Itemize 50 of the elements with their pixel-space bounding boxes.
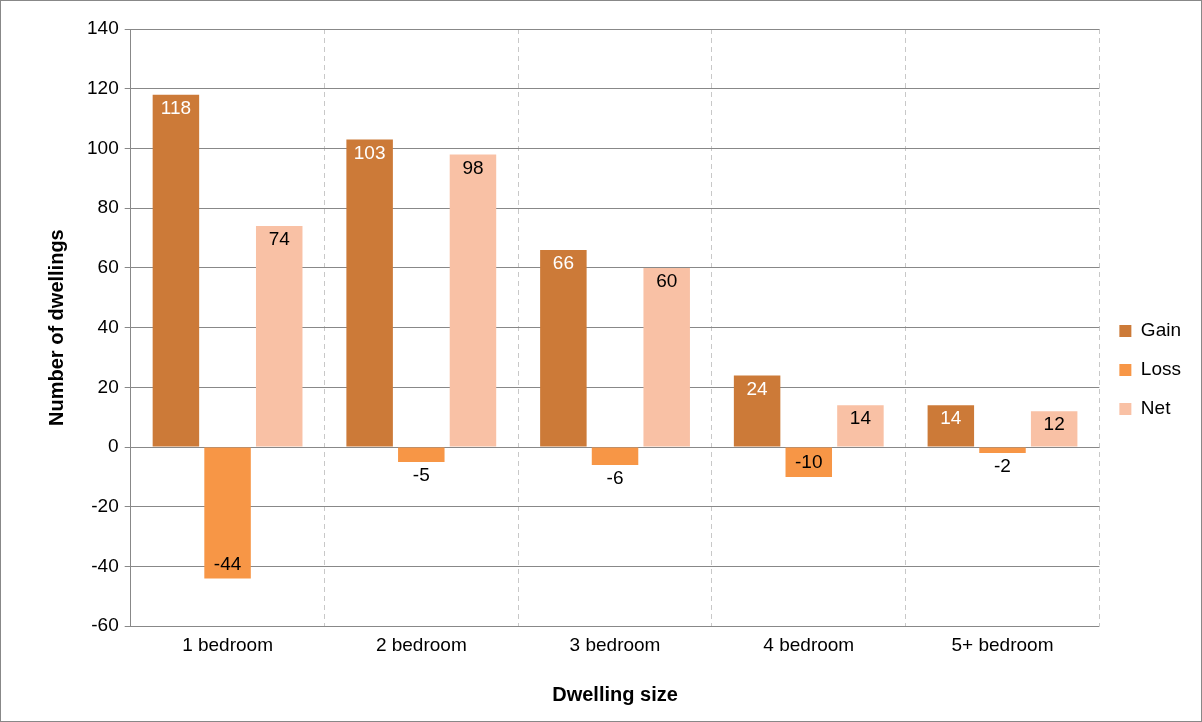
bar — [346, 139, 393, 447]
data-label: 12 — [1043, 413, 1065, 435]
data-label: 103 — [353, 141, 386, 163]
x-axis-title: Dwelling size — [552, 682, 678, 705]
y-tick-label: 120 — [87, 76, 119, 98]
y-tick-label: -60 — [91, 614, 119, 636]
data-label: -2 — [994, 455, 1011, 477]
y-tick-label: 0 — [108, 435, 119, 457]
data-label: 98 — [462, 156, 484, 178]
bar — [979, 447, 1026, 454]
bar — [643, 267, 690, 447]
data-label: 66 — [552, 252, 574, 274]
y-tick-label: -20 — [91, 494, 119, 516]
bar — [927, 405, 975, 447]
x-tick-label: 4 bedroom — [763, 633, 855, 655]
bar — [204, 447, 251, 579]
data-label: -10 — [795, 451, 823, 473]
bar — [1030, 411, 1078, 447]
data-label: -6 — [606, 467, 624, 489]
data-label: 74 — [268, 228, 291, 250]
bar — [591, 447, 639, 465]
bar — [398, 447, 445, 462]
data-label: 14 — [940, 407, 962, 429]
x-tick-label: 5+ bedroom — [951, 633, 1054, 655]
data-label: 118 — [160, 96, 192, 118]
data-label: -44 — [213, 552, 242, 574]
y-tick-label: 80 — [97, 196, 119, 218]
legend-label: Loss — [1140, 358, 1182, 380]
data-label: 60 — [656, 270, 678, 292]
y-tick-label: 20 — [97, 375, 119, 397]
bar — [449, 154, 497, 447]
bar — [255, 226, 303, 447]
x-tick-label: 2 bedroom — [375, 633, 467, 655]
legend-label: Gain — [1140, 319, 1182, 341]
bar — [152, 94, 200, 447]
data-label: 14 — [849, 407, 872, 429]
y-tick-label: -40 — [91, 554, 119, 576]
y-tick-label: 40 — [97, 315, 119, 337]
data-label: -5 — [412, 464, 430, 486]
y-tick-label: 100 — [87, 136, 119, 158]
y-axis-title: Number of dwellings — [44, 229, 67, 426]
bar — [540, 249, 587, 447]
y-tick-label: 140 — [87, 17, 119, 39]
legend-label: Net — [1140, 397, 1172, 419]
x-tick-label: 1 bedroom — [182, 633, 273, 655]
x-tick-label: 3 bedroom — [569, 633, 661, 655]
data-label: 24 — [746, 377, 769, 399]
bar — [733, 375, 781, 447]
y-tick-label: 60 — [97, 256, 119, 278]
bar — [837, 405, 884, 447]
